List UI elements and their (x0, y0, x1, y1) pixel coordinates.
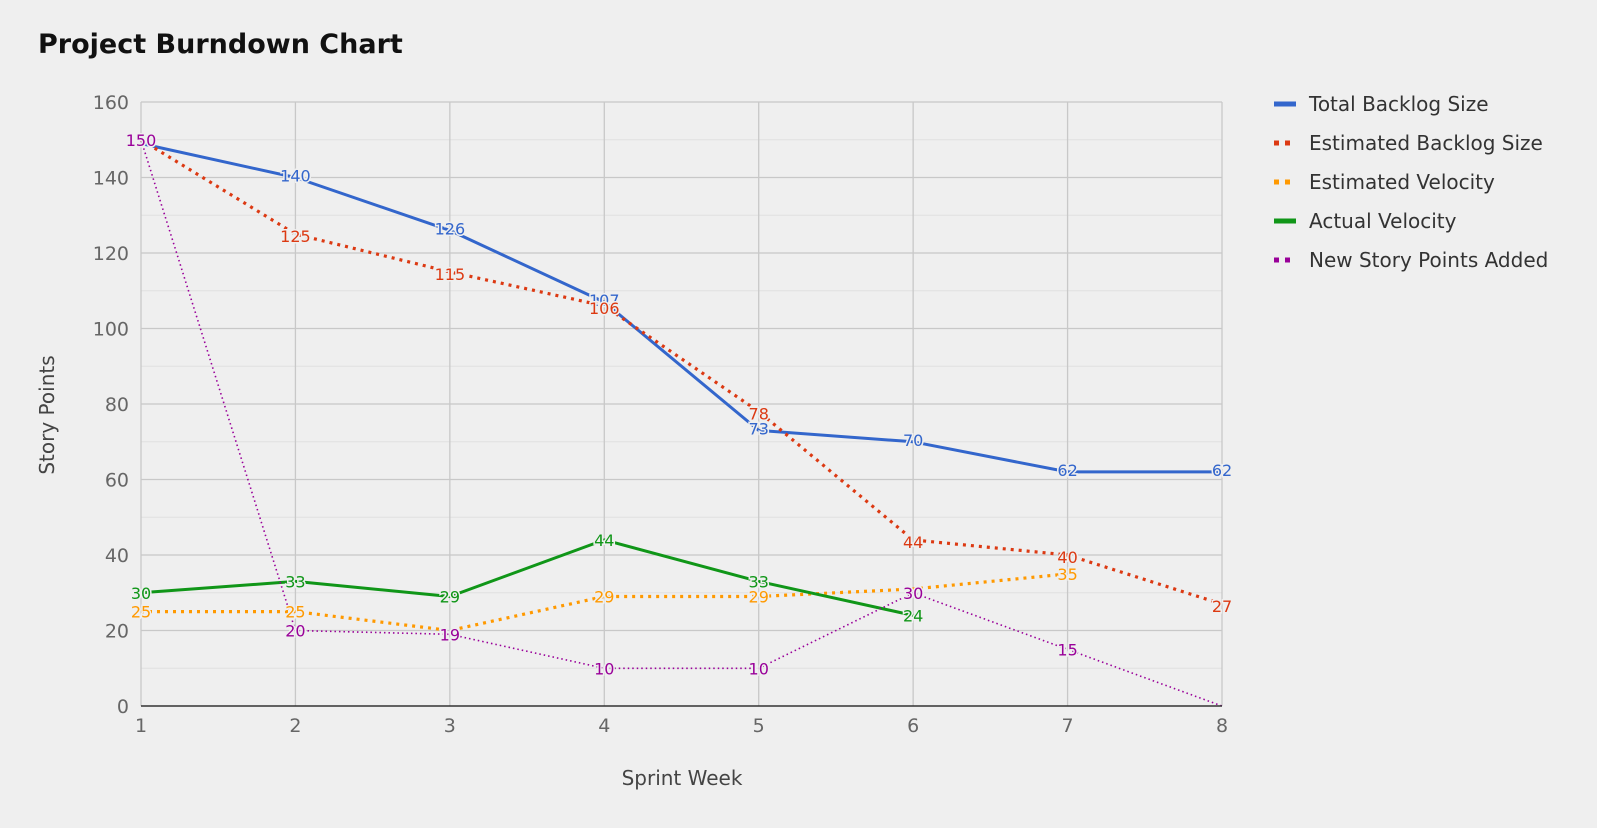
data-label: 115 (435, 265, 466, 284)
x-tick-label: 7 (1062, 715, 1074, 737)
data-label: 150 (126, 131, 157, 150)
y-tick-label: 160 (93, 92, 129, 114)
data-label: 40 (1057, 548, 1077, 567)
data-label: 78 (749, 405, 769, 424)
data-label: 125 (280, 227, 311, 246)
data-label: 62 (1212, 461, 1232, 480)
data-label: 10 (749, 659, 769, 678)
data-label: 10 (594, 659, 614, 678)
series-line (140, 139, 1223, 707)
data-label: 29 (440, 588, 460, 607)
legend-item[interactable]: New Story Points Added (1274, 248, 1548, 272)
data-label: 44 (903, 533, 923, 552)
series-lines (140, 138, 1223, 707)
data-label: 62 (1057, 461, 1077, 480)
data-label: 20 (285, 622, 305, 641)
legend-label: Estimated Velocity (1309, 170, 1495, 194)
x-tick-label: 4 (598, 715, 610, 737)
x-tick-label: 8 (1216, 715, 1228, 737)
y-tick-label: 20 (105, 621, 129, 643)
y-tick-label: 40 (105, 545, 129, 567)
legend-label: Total Backlog Size (1308, 92, 1489, 116)
data-label: 30 (131, 584, 151, 603)
data-label: 107 (589, 291, 620, 310)
legend-item[interactable]: Estimated Backlog Size (1274, 131, 1543, 155)
data-label: 44 (594, 531, 614, 550)
data-label: 140 (280, 167, 311, 186)
x-tick-label: 1 (135, 715, 147, 737)
legend-item[interactable]: Total Backlog Size (1274, 92, 1489, 116)
x-tick-label: 5 (753, 715, 765, 737)
data-label: 30 (903, 584, 923, 603)
data-label: 73 (749, 419, 769, 438)
y-tick-label: 0 (117, 696, 129, 718)
data-labels: 140 126 107 73 70 62 62 125 115 106 78 44 40 27 25 25 29… (124, 129, 1233, 680)
series-line (140, 538, 914, 617)
data-label: 29 (749, 588, 769, 607)
data-label: 25 (131, 603, 151, 622)
data-label: 126 (435, 219, 466, 238)
legend-item[interactable]: Actual Velocity (1274, 209, 1457, 233)
y-tick-label: 140 (93, 168, 129, 190)
data-label: 70 (903, 431, 923, 450)
data-label: 15 (1057, 640, 1077, 659)
legend[interactable]: Total Backlog Size Estimated Backlog Size… (1274, 92, 1548, 272)
x-tick-label: 6 (907, 715, 919, 737)
y-tick-label: 60 (105, 470, 129, 492)
legend-item[interactable]: Estimated Velocity (1274, 170, 1495, 194)
y-axis-title: Story Points (35, 355, 59, 474)
series-line (141, 572, 1068, 633)
legend-label: Estimated Backlog Size (1309, 131, 1543, 155)
x-tick-label: 3 (444, 715, 456, 737)
data-label: 29 (594, 588, 614, 607)
series-line (140, 142, 1222, 474)
x-axis-title: Sprint Week (622, 766, 743, 790)
data-label: 35 (1057, 565, 1077, 584)
y-tick-label: 80 (105, 394, 129, 416)
data-label: 106 (589, 299, 620, 318)
data-label: 27 (1212, 597, 1232, 616)
legend-label: New Story Points Added (1309, 248, 1548, 272)
data-label: 33 (285, 572, 305, 591)
y-tick-label: 120 (93, 243, 129, 265)
chart-title: Project Burndown Chart (38, 29, 403, 60)
legend-label: Actual Velocity (1309, 209, 1457, 233)
x-tick-label: 2 (289, 715, 301, 737)
data-label: 33 (749, 572, 769, 591)
y-tick-label: 100 (93, 319, 129, 341)
data-label: 19 (440, 625, 460, 644)
data-label: 25 (285, 603, 305, 622)
data-label: 24 (903, 606, 923, 625)
grid (140, 101, 1223, 706)
